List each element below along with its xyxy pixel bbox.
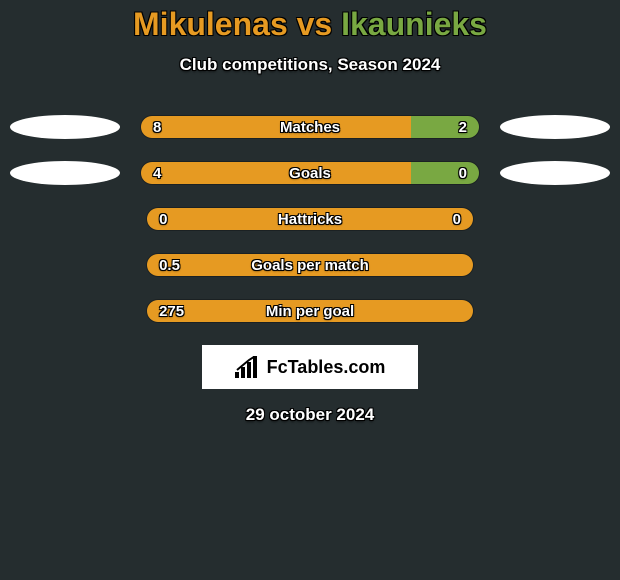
stat-bar: 275Min per goal (146, 299, 474, 323)
team-badge-left (10, 115, 120, 139)
stat-label: Goals per match (147, 254, 473, 277)
logo-text: FcTables.com (267, 357, 386, 378)
stat-row: 00Hattricks (0, 207, 620, 231)
stat-bar: 0.5Goals per match (146, 253, 474, 277)
stat-bar: 40Goals (140, 161, 480, 185)
stat-row: 40Goals (0, 161, 620, 185)
stat-row: 0.5Goals per match (0, 253, 620, 277)
team-badge-left (10, 161, 120, 185)
stat-bar: 00Hattricks (146, 207, 474, 231)
player1-name: Mikulenas (133, 6, 288, 42)
fctables-logo: FcTables.com (235, 356, 386, 378)
stat-label: Matches (141, 116, 479, 139)
stat-row: 275Min per goal (0, 299, 620, 323)
subtitle: Club competitions, Season 2024 (0, 55, 620, 75)
player2-name: Ikaunieks (341, 6, 487, 42)
stat-row: 82Matches (0, 115, 620, 139)
stat-bar: 82Matches (140, 115, 480, 139)
stat-label: Hattricks (147, 208, 473, 231)
stat-bars: 82Matches 40Goals 00Hattricks 0.5Goals per … (0, 115, 620, 323)
vs-text: vs (288, 6, 341, 42)
team-badge-right (500, 161, 610, 185)
date-text: 29 october 2024 (0, 405, 620, 425)
team-badge-right (500, 115, 610, 139)
logo-box: FcTables.com (202, 345, 418, 389)
stat-label: Min per goal (147, 300, 473, 323)
stat-label: Goals (141, 162, 479, 185)
page-title: Mikulenas vs Ikaunieks (0, 0, 620, 43)
